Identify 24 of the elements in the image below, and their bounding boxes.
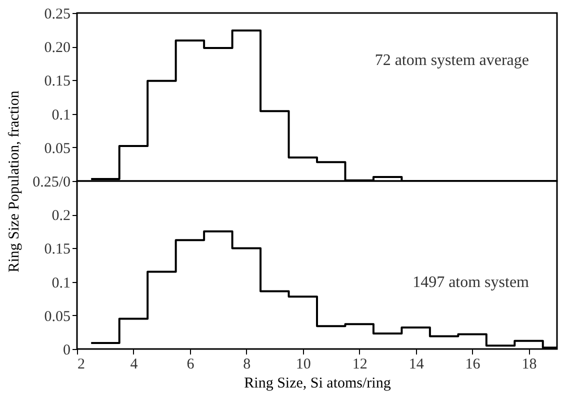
x-tick-label: 14 [408, 356, 424, 372]
annotation: 1497 atom system [412, 274, 530, 291]
y-tick-label: 0.25/0 [32, 174, 70, 190]
y-tick-label: 0.1 [52, 107, 70, 124]
x-tick-label: 10 [296, 356, 311, 372]
y-tick-label: 0 [63, 342, 70, 358]
x-tick-label: 18 [522, 356, 537, 372]
y-tick-label: 0.20 [44, 40, 70, 56]
annotation: 72 atom system average [374, 52, 529, 70]
x-axis-title: Ring Size, Si atoms/ring [244, 376, 392, 392]
y-tick-label: 0.05 [44, 140, 70, 157]
y-tick-label: 0.15 [44, 74, 70, 90]
x-tick-label: 4 [130, 356, 138, 372]
y-tick-label: 0.25 [44, 6, 70, 22]
x-tick-label: 12 [352, 356, 368, 372]
x-tick-label: 16 [465, 356, 481, 372]
y-axis-title: Ring Size Population, fraction [6, 90, 22, 272]
y-tick-label: 0.05 [44, 308, 70, 325]
y-tick-label: 0.2 [52, 208, 70, 224]
y-tick-label: 0.1 [52, 275, 70, 292]
y-tick-label: 0.15 [44, 242, 70, 258]
x-tick-label: 8 [243, 356, 251, 372]
x-tick-label: 6 [186, 356, 195, 372]
x-tick-label: 2 [78, 356, 85, 372]
